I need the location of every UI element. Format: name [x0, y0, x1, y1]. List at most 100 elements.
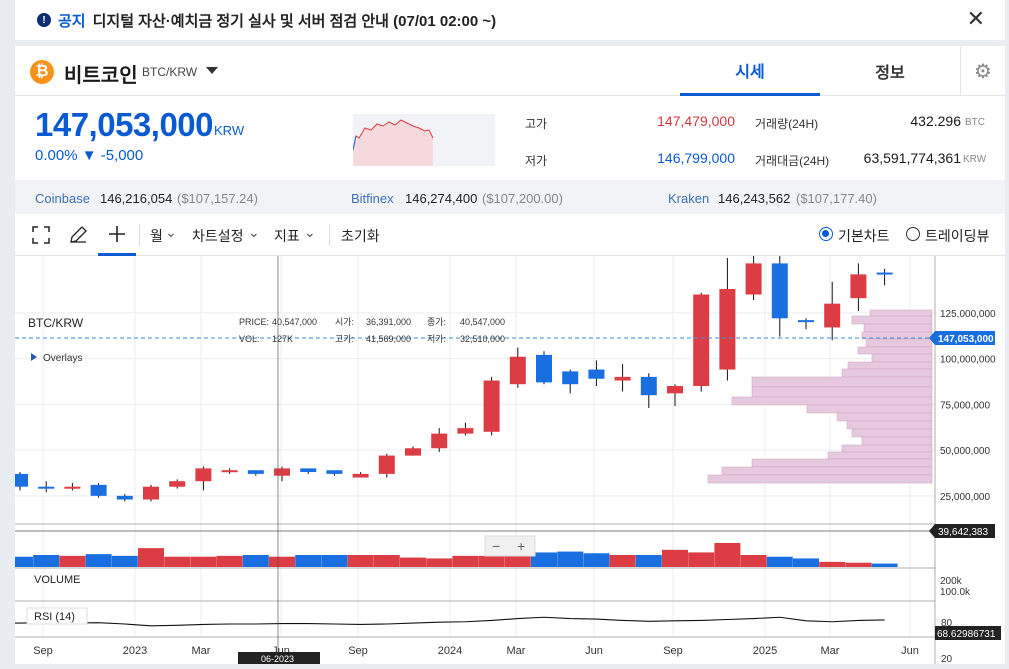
rsi-tick-label: 20 — [941, 654, 953, 664]
x-tick-label: Jun — [585, 645, 603, 657]
chevron-down-icon[interactable]: ⌄ — [248, 224, 260, 240]
candle-body — [247, 470, 264, 474]
volume-bar — [321, 555, 348, 567]
candle-body — [509, 356, 526, 385]
volume-bar — [557, 551, 584, 567]
period-select[interactable]: 월 — [150, 228, 163, 244]
amount-label: 거래대금(24H) — [755, 154, 830, 168]
notice-tag[interactable]: 공지 — [58, 12, 86, 30]
coin-name[interactable]: 비트코인 — [64, 65, 138, 87]
volume-bar — [59, 555, 86, 567]
coin-pair[interactable]: BTC/KRW — [142, 65, 198, 79]
volume-bar — [347, 555, 374, 567]
notice-bar: ! 공지 디지털 자산·예치금 정기 실사 및 서버 점검 안내 (07/01 … — [15, 0, 1005, 40]
y-tick-label: 125,000,000 — [940, 309, 996, 320]
indicators-button[interactable]: 지표 — [274, 228, 300, 244]
volume-unit: BTC — [965, 117, 985, 128]
volume-bar — [269, 556, 295, 567]
candle-body — [640, 376, 657, 396]
rsi-value-tag-text: 68.62986731 — [937, 629, 996, 640]
vol-value: 127K — [272, 334, 293, 344]
reset-button[interactable]: 초기화 — [341, 228, 380, 244]
open-label: 시가: — [335, 317, 354, 327]
cursor-price-tag — [929, 524, 995, 538]
rsi-value-tag — [935, 626, 1001, 640]
y-tick-label: 25,000,000 — [940, 492, 990, 503]
candle-body — [195, 468, 212, 482]
basic-chart-label[interactable]: 기본차트 — [838, 228, 890, 244]
tradingview-radio[interactable] — [906, 227, 920, 241]
volume-bar — [583, 553, 610, 567]
volume-bar — [793, 558, 819, 567]
candle-body — [667, 386, 683, 394]
tab-info[interactable]: 정보 — [875, 65, 905, 82]
candle-body — [169, 481, 186, 487]
current-price-tag-text: 147,053,000 — [938, 334, 994, 345]
volume-bar — [400, 557, 426, 567]
candle-body — [12, 473, 28, 487]
crosshair-icon[interactable] — [107, 224, 127, 244]
volume-tick-label: 200k — [940, 576, 963, 587]
volume-label: 거래량(24H) — [755, 117, 819, 131]
zoom-in-button[interactable]: + — [517, 538, 525, 554]
tab-market[interactable]: 시세 — [680, 46, 820, 96]
volume-profile-bar — [861, 436, 933, 446]
x-tick-label: Jun — [901, 645, 919, 657]
volume-profile-bar — [827, 451, 933, 460]
zoom-controls[interactable]: − + — [484, 535, 536, 557]
cursor-price-tag-text: 39,642,383 — [938, 527, 988, 538]
candle-body — [90, 484, 107, 496]
chart-settings-button[interactable]: 차트설정 — [192, 228, 244, 244]
rsi-label-box — [26, 607, 88, 625]
low-value: 146,799,000 — [657, 150, 735, 166]
y-tick-label: 75,000,000 — [940, 400, 990, 411]
tradingview-label[interactable]: 트레이딩뷰 — [925, 228, 990, 244]
volume-profile-bar — [806, 404, 933, 414]
candle-body — [378, 455, 395, 474]
overlays-arrow-icon[interactable] — [31, 353, 37, 361]
chevron-down-icon[interactable]: ⌄ — [165, 224, 177, 240]
volume-bar — [295, 555, 322, 567]
rsi-pane-label: RSI (14) — [34, 611, 75, 623]
gear-icon[interactable]: ⚙ — [960, 46, 1005, 96]
volume-profile-bar — [851, 315, 933, 325]
volume-bar — [216, 555, 243, 567]
coin-header: ₿ 비트코인 BTC/KRW 시세 정보 ⚙ — [15, 46, 1005, 96]
volume-bar — [138, 548, 164, 567]
close-icon[interactable]: ✕ — [966, 6, 985, 31]
divider — [329, 224, 330, 246]
chart-toolbar: 월 ⌄ 차트설정 ⌄ 지표 ⌄ 초기화 기본차트 트레이딩뷰 — [15, 214, 1005, 256]
candle-body — [143, 486, 159, 500]
candle-body — [274, 468, 290, 476]
volume-bar — [33, 555, 60, 567]
overlays-toggle[interactable]: Overlays — [43, 353, 82, 364]
pencil-icon[interactable] — [68, 225, 88, 245]
chevron-down-icon[interactable]: ⌄ — [304, 224, 316, 240]
current-price: 147,053,000 — [35, 106, 214, 143]
x-tick-label: Mar — [507, 645, 526, 657]
volume-profile-bar — [863, 323, 933, 333]
volume-profile-bar — [751, 386, 933, 398]
zoom-out-button[interactable]: − — [492, 538, 500, 554]
volume-bar — [111, 555, 138, 567]
chevron-down-icon[interactable] — [206, 67, 218, 74]
price-chart[interactable]: Sep 2023 Mar Jun Sep 2024 Mar Jun Sep 2025 Mar Jun … — [7, 248, 1005, 665]
volume-bar — [478, 555, 505, 567]
volume-profile-bar — [721, 466, 933, 476]
low-label: 저가 — [525, 154, 548, 168]
fullscreen-icon[interactable] — [32, 226, 50, 244]
x-tick-label: Mar — [821, 645, 840, 657]
volume-bar — [242, 555, 269, 567]
chart-svg[interactable]: Sep 2023 Mar Jun Sep 2024 Mar Jun Sep 2025 Mar Jun … — [7, 248, 1005, 665]
volume-bar — [819, 561, 846, 567]
x-tick-label: 2023 — [123, 645, 147, 657]
volume-bar — [190, 556, 217, 567]
crosshair-active-indicator — [98, 253, 136, 256]
basic-chart-radio[interactable] — [819, 227, 833, 241]
candle-body — [431, 433, 448, 449]
y-tick-label: 100,000,000 — [940, 355, 996, 366]
current-price-tag — [929, 331, 995, 345]
x-tick-label: Sep — [33, 645, 53, 657]
candle-body — [614, 376, 631, 381]
notice-message[interactable]: 디지털 자산·예치금 정기 실사 및 서버 점검 안내 (07/01 02:00… — [92, 12, 497, 30]
